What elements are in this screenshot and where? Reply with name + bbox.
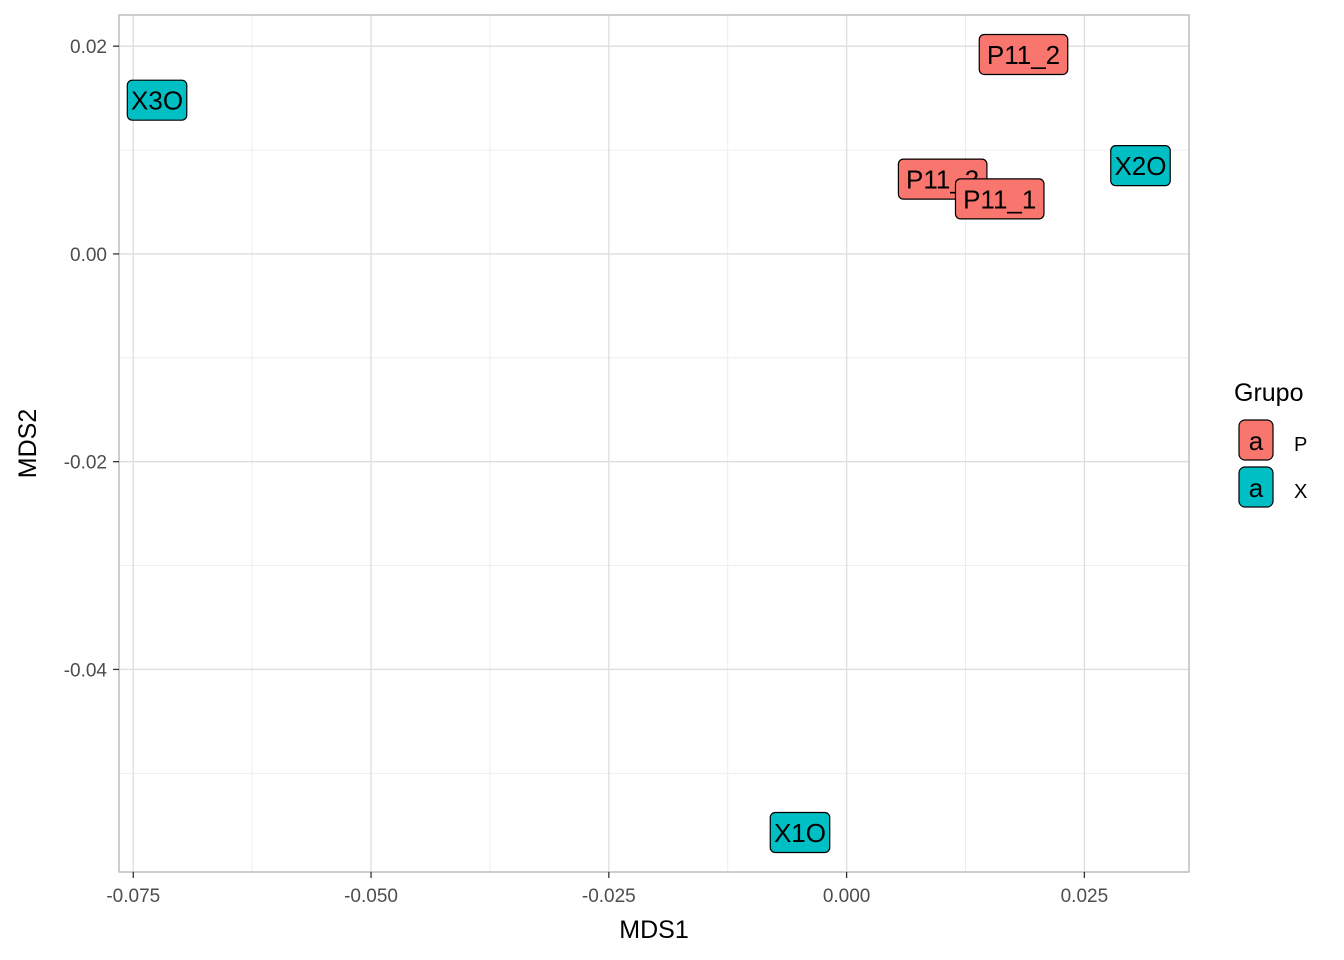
point-label-text: X3O <box>131 86 183 116</box>
point-label-text: X1O <box>774 818 826 848</box>
legend-title: Grupo <box>1234 379 1303 407</box>
x-axis-ticks: -0.075 -0.050 -0.025 0.000 0.025 <box>106 872 1108 907</box>
point-label-text: X2O <box>1114 151 1166 181</box>
legend-key-glyph: a <box>1249 426 1264 456</box>
point-label-p11-2: P11_2 <box>978 33 1069 76</box>
legend-key <box>1238 419 1274 461</box>
legend-label: P <box>1294 434 1307 456</box>
y-axis-title: MDS2 <box>14 409 42 478</box>
point-label-text: P11_1 <box>963 184 1036 214</box>
legend: Grupo a Pa X <box>1234 379 1307 508</box>
point-label-x1o: X1O <box>769 811 831 854</box>
point-label-box <box>126 79 188 121</box>
y-tick-label: 0.02 <box>70 37 107 58</box>
x-tick-label: 0.025 <box>1061 886 1109 907</box>
y-axis-ticks: 0.02 0.00 -0.02 -0.04 <box>64 37 119 681</box>
panel-border <box>118 14 1190 873</box>
point-label-box <box>769 811 831 854</box>
x-tick-label: -0.075 <box>106 886 160 907</box>
x-tick-label: -0.050 <box>344 886 398 907</box>
x-tick-label: 0.000 <box>823 886 871 907</box>
x-tick-label: -0.025 <box>582 886 636 907</box>
point-label-p11-1: P11_1 <box>954 178 1045 220</box>
x-axis-title: MDS1 <box>619 916 688 944</box>
point-label-x2o: X2O <box>1110 145 1171 187</box>
legend-entries: a Pa X <box>1238 419 1307 508</box>
legend-key-glyph: a <box>1249 473 1264 503</box>
point-label-box <box>954 178 1045 220</box>
y-tick-label: 0.00 <box>70 245 107 266</box>
point-label-box <box>1110 145 1171 187</box>
point-label-text: P11_2 <box>987 40 1060 70</box>
legend-key <box>1238 466 1274 508</box>
y-tick-label: -0.02 <box>64 453 107 474</box>
y-tick-label: -0.04 <box>64 660 108 681</box>
point-label-x3o: X3O <box>126 79 188 121</box>
point-label-box <box>978 33 1069 76</box>
legend-label: X <box>1294 481 1307 503</box>
minor-gridlines <box>119 15 1189 872</box>
